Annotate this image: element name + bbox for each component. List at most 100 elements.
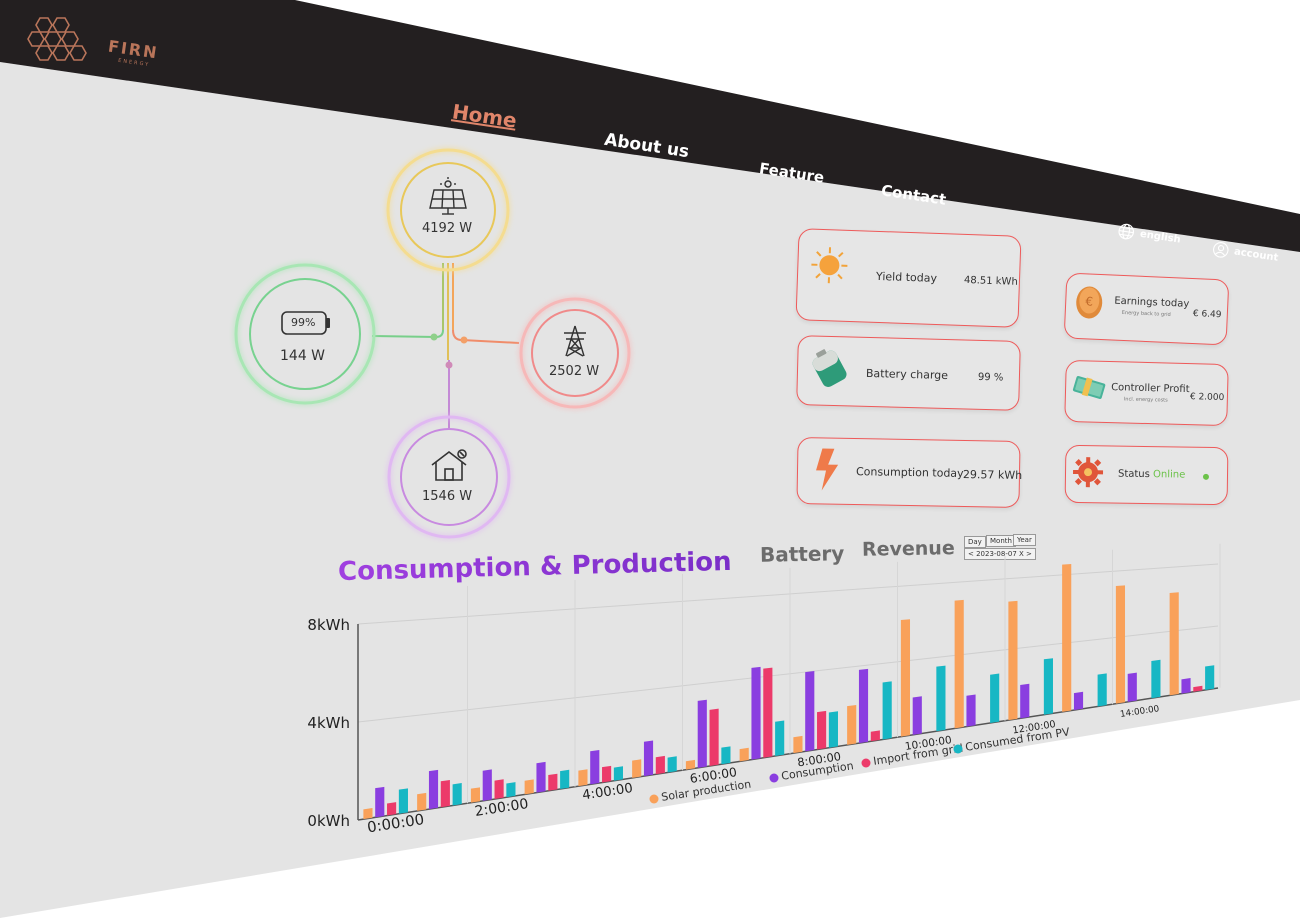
- home-node[interactable]: [387, 415, 511, 539]
- grid-node[interactable]: [519, 297, 631, 409]
- status-dot-icon: [1202, 473, 1209, 480]
- gridline-horizontal: [357, 625, 1219, 723]
- bar-consumed-from-pv: [1097, 673, 1107, 707]
- x-tick-label: 14:00:00: [1119, 704, 1160, 720]
- bar-solar-production: [632, 759, 642, 778]
- x-tick-label: 8:00:00: [796, 749, 842, 769]
- bar-consumed-from-pv: [882, 681, 892, 740]
- legend-marker: [953, 744, 963, 754]
- x-tick-label: 6:00:00: [689, 765, 738, 786]
- period-year-button[interactable]: Year: [1013, 534, 1036, 546]
- power-tower-icon: [564, 325, 586, 357]
- bar-import-from-grid: [387, 802, 397, 816]
- battery-icon: [281, 311, 330, 335]
- bar-solar-production: [524, 779, 534, 795]
- bar-consumption: [590, 749, 600, 785]
- bar-consumption: [1181, 677, 1191, 694]
- bar-consumption: [482, 769, 492, 801]
- date-picker[interactable]: < 2023-08-07 X >: [964, 548, 1036, 560]
- sun-icon: [811, 247, 848, 284]
- battery-value: 144 W: [280, 348, 326, 364]
- bar-consumption: [1020, 683, 1030, 719]
- bar-import-from-grid: [1193, 685, 1203, 692]
- battery-node[interactable]: [234, 263, 376, 405]
- bar-solar-production: [954, 599, 964, 729]
- bar-consumed-from-pv: [452, 783, 462, 806]
- bar-solar-production: [1115, 585, 1126, 704]
- svg-text:€: €: [1085, 294, 1093, 308]
- bar-solar-production: [470, 787, 481, 803]
- bar-consumption: [858, 668, 869, 744]
- x-tick-label: 4:00:00: [581, 781, 634, 803]
- bar-import-from-grid: [602, 765, 612, 783]
- bar-consumed-from-pv: [828, 711, 838, 748]
- gear-icon: [1073, 457, 1104, 488]
- x-tick-label: 0:00:00: [366, 810, 425, 836]
- legend-marker: [649, 794, 659, 804]
- grid-value: 2502 W: [549, 364, 600, 379]
- period-day-button[interactable]: Day: [964, 536, 986, 548]
- lightning-icon: [816, 448, 839, 491]
- bar-consumption: [805, 671, 815, 752]
- bar-import-from-grid: [655, 755, 665, 775]
- bar-consumption: [428, 769, 439, 810]
- flow-lines: [371, 263, 520, 428]
- bar-consumed-from-pv: [990, 673, 1000, 723]
- bar-consumption: [536, 761, 546, 793]
- bar-consumption: [966, 694, 976, 727]
- bar-consumed-from-pv: [1151, 659, 1161, 699]
- gridline-horizontal: [357, 563, 1219, 625]
- legend-marker: [861, 758, 871, 768]
- bar-consumed-from-pv: [775, 720, 785, 756]
- bar-import-from-grid: [870, 730, 880, 742]
- bar-consumed-from-pv: [398, 788, 408, 814]
- account-link[interactable]: account: [1211, 240, 1279, 267]
- home-value: 1546 W: [422, 489, 473, 504]
- bar-consumption: [375, 786, 385, 818]
- bar-import-from-grid: [440, 780, 450, 808]
- bar-import-from-grid: [548, 773, 558, 791]
- coin-icon: €: [1076, 286, 1103, 319]
- solar-value: 4192 W: [422, 221, 473, 236]
- bar-solar-production: [578, 769, 588, 787]
- solar-panel-icon: [429, 177, 467, 215]
- bar-consumed-from-pv: [613, 766, 623, 781]
- battery-3d-icon: [812, 349, 847, 387]
- battery-percent: 99%: [291, 316, 316, 329]
- bar-consumption: [1073, 691, 1084, 711]
- y-tick-label: 4kWh: [307, 714, 350, 732]
- bar-solar-production: [739, 747, 749, 762]
- bar-consumed-from-pv: [936, 665, 946, 732]
- bar-consumption: [912, 696, 922, 735]
- bar-consumption: [643, 740, 654, 777]
- globe-icon: [1118, 223, 1135, 240]
- y-tick-label: 0kWh: [307, 812, 350, 830]
- bar-solar-production: [363, 808, 373, 820]
- bar-solar-production: [1062, 564, 1072, 712]
- bar-solar-production: [1169, 592, 1179, 696]
- house-icon: [431, 449, 467, 481]
- y-tick-label: 8kWh: [307, 616, 350, 634]
- battery-charge-card: Battery charge 99 %: [796, 335, 1021, 411]
- bar-consumption: [751, 666, 761, 760]
- solar-node[interactable]: [386, 148, 510, 272]
- bar-import-from-grid: [817, 710, 827, 750]
- firn-logo-icon: [27, 17, 87, 61]
- bar-import-from-grid: [763, 667, 773, 758]
- bar-consumed-from-pv: [721, 746, 731, 765]
- language-selector[interactable]: english: [1116, 221, 1182, 248]
- bar-solar-production: [900, 619, 911, 737]
- bar-import-from-grid: [494, 779, 504, 800]
- bar-consumption: [1127, 672, 1137, 702]
- money-icon: [1072, 376, 1106, 399]
- bar-solar-production: [847, 704, 857, 745]
- legend-marker: [769, 773, 779, 783]
- bar-solar-production: [685, 759, 696, 770]
- consumption-today-card: Consumption today 29.57 kWh: [796, 437, 1022, 508]
- bar-consumed-from-pv: [1205, 665, 1215, 690]
- bar-consumed-from-pv: [667, 756, 677, 773]
- x-tick-label: 2:00:00: [474, 796, 530, 820]
